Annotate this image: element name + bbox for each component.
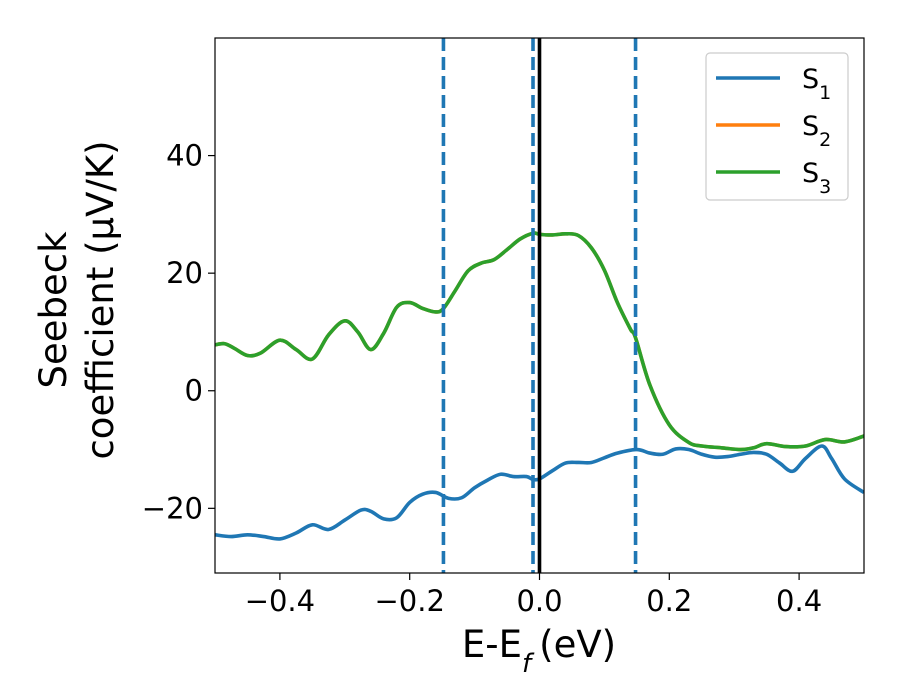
x-tick-label: 0.4 <box>776 584 822 618</box>
y-tick-label: −20 <box>142 491 203 525</box>
y-axis-label-line2: coefficient (μV/K) <box>79 140 122 459</box>
y-tick-label: 20 <box>166 256 203 290</box>
y-tick-label: 0 <box>185 374 203 408</box>
legend-label-s3: S3 <box>802 158 831 198</box>
x-tick-label: −0.2 <box>374 584 444 618</box>
x-axis: −0.4 −0.2 0.0 0.2 0.4 <box>245 573 822 618</box>
legend-label-s1: S1 <box>802 64 831 104</box>
y-axis-label-line1: Seebeck <box>32 231 75 389</box>
y-tick-label: 40 <box>166 139 203 173</box>
x-tick-label: 0.0 <box>516 584 562 618</box>
legend: S1 S2 S3 <box>705 52 849 201</box>
x-tick-label: 0.2 <box>646 584 692 618</box>
plot-area <box>215 38 864 573</box>
x-tick-label: −0.4 <box>245 584 315 618</box>
legend-label-s2: S2 <box>802 111 831 151</box>
y-axis-label: Seebeck coefficient (μV/K) <box>32 140 122 459</box>
y-axis: −20 0 20 40 <box>142 139 215 525</box>
x-axis-label: E-Ef (eV) <box>462 623 616 679</box>
series-line-s3 <box>215 231 864 452</box>
